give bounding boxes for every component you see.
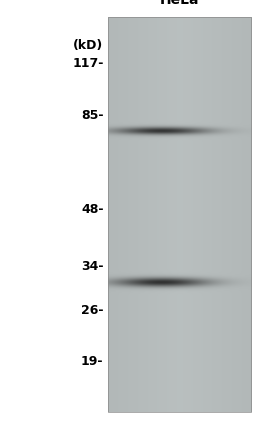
Text: 26-: 26- (81, 304, 103, 317)
Text: HeLa: HeLa (159, 0, 199, 7)
Text: 34-: 34- (81, 260, 103, 273)
Text: (kD): (kD) (73, 39, 103, 52)
Text: 85-: 85- (81, 109, 103, 122)
Bar (108, 17, 251, 412)
Text: 117-: 117- (72, 57, 103, 70)
Text: 48-: 48- (81, 203, 103, 216)
Text: 19-: 19- (81, 355, 103, 368)
